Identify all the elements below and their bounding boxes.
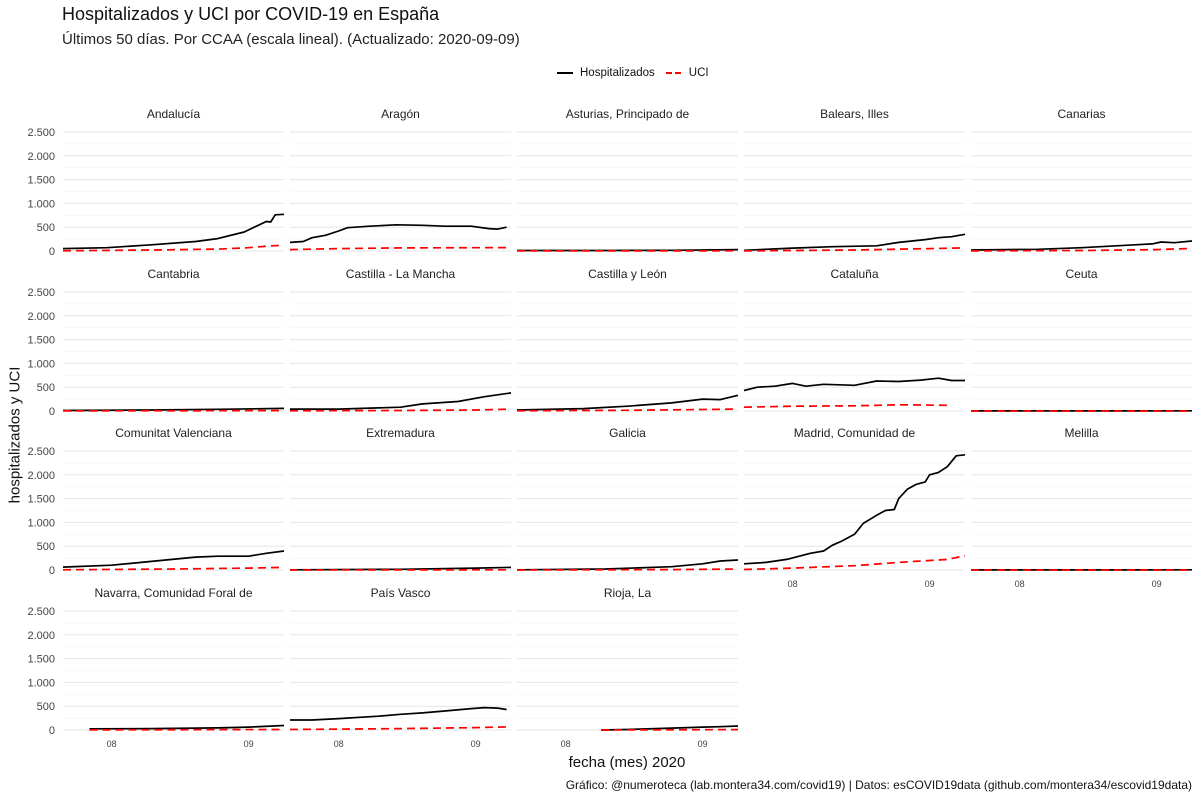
panel-title-aragon: Aragón (381, 107, 420, 121)
x-tick-label-rioja-la-0: 08 (561, 739, 571, 749)
x-tick-label-pais-vasco-0: 08 (334, 739, 344, 749)
panel-title-rioja-la: Rioja, La (604, 586, 652, 600)
line-uci-madrid-comunidad-de (743, 554, 966, 571)
line-uci-balears-illes (743, 247, 966, 252)
chart-title: Hospitalizados y UCI por COVID-19 en Esp… (62, 4, 440, 24)
y-axis-label: hospitalizados y UCI (6, 366, 24, 504)
legend-item-hospitalizados: Hospitalizados (556, 67, 655, 79)
line-hospitalizados-comunitat-valenciana (62, 550, 285, 568)
line-hospitalizados-aragon (289, 223, 507, 244)
y-tick-label-row4-1: 500 (37, 701, 55, 713)
line-hospitalizados-rioja-la (600, 725, 739, 731)
chart-caption: Gráfico: @numeroteca (lab.montera34.com/… (565, 778, 1192, 792)
x-tick-label-navarra-comunidad-foral-de-0: 08 (107, 739, 117, 749)
panel-title-cataluna: Cataluña (830, 267, 878, 281)
line-hospitalizados-madrid-comunidad-de (743, 453, 966, 565)
panel-title-asturias-principado-de: Asturias, Principado de (566, 107, 690, 121)
panel-title-castilla-la-mancha: Castilla - La Mancha (346, 267, 456, 281)
y-tick-label-row2-1: 500 (37, 382, 55, 394)
line-uci-castilla-y-leon (516, 408, 739, 412)
panel-title-ceuta: Ceuta (1065, 267, 1097, 281)
line-uci-aragon (289, 246, 507, 251)
y-tick-label-row4-3: 1.500 (27, 654, 55, 666)
x-tick-label-melilla-1: 09 (1152, 579, 1162, 589)
line-hospitalizados-navarra-comunidad-foral-de (89, 724, 285, 730)
panel-title-castilla-y-leon: Castilla y León (588, 267, 667, 281)
y-tick-label-row4-5: 2.500 (27, 606, 55, 618)
y-tick-label-row3-5: 2.500 (27, 446, 55, 458)
y-tick-label-row2-3: 1.500 (27, 335, 55, 347)
x-tick-label-madrid-comunidad-de-1: 09 (925, 579, 935, 589)
x-tick-label-navarra-comunidad-foral-de-1: 09 (244, 739, 254, 749)
y-tick-label-row3-1: 500 (37, 541, 55, 553)
y-tick-label-row3-2: 1.000 (27, 517, 55, 529)
line-hospitalizados-balears-illes (743, 233, 966, 252)
line-hospitalizados-cataluna (743, 377, 965, 392)
x-tick-label-melilla-0: 08 (1015, 579, 1025, 589)
y-tick-label-row3-4: 2.000 (27, 470, 55, 482)
y-tick-label-row1-1: 500 (37, 222, 55, 234)
panel-title-comunitat-valenciana: Comunitat Valenciana (115, 426, 232, 440)
y-tick-label-row1-5: 2.500 (27, 127, 55, 139)
line-uci-andalucia (62, 244, 285, 252)
x-tick-label-rioja-la-1: 09 (698, 739, 708, 749)
y-tick-label-row1-2: 1.000 (27, 198, 55, 210)
y-tick-label-row1-3: 1.500 (27, 175, 55, 187)
panel-title-navarra-comunidad-foral-de: Navarra, Comunidad Foral de (94, 586, 252, 600)
legend-label-hospitalizados: Hospitalizados (580, 67, 655, 79)
line-uci-canarias (970, 247, 1193, 252)
y-tick-label-row3-0: 0 (49, 565, 55, 577)
line-uci-pais-vasco (289, 726, 507, 731)
y-tick-label-row2-5: 2.500 (27, 287, 55, 299)
panel-title-extremadura: Extremadura (366, 426, 435, 440)
y-tick-label-row2-4: 2.000 (27, 311, 55, 323)
line-hospitalizados-pais-vasco (290, 706, 507, 721)
line-hospitalizados-andalucia (62, 213, 285, 250)
chart-subtitle: Últimos 50 días. Por CCAA (escala lineal… (62, 31, 520, 48)
y-tick-label-row2-2: 1.000 (27, 358, 55, 370)
line-uci-galicia (516, 568, 739, 571)
y-tick-label-row1-0: 0 (49, 246, 55, 258)
line-hospitalizados-galicia (516, 559, 739, 571)
x-tick-label-madrid-comunidad-de-0: 08 (788, 579, 798, 589)
line-hospitalizados-canarias (970, 240, 1193, 251)
line-hospitalizados-castilla-la-mancha (290, 392, 512, 410)
legend-key-hospitalizados (557, 72, 573, 74)
panel-title-cantabria: Cantabria (147, 267, 199, 281)
panel-title-melilla: Melilla (1064, 426, 1098, 440)
panel-title-andalucia: Andalucía (147, 107, 201, 121)
x-axis-label: fecha (mes) 2020 (568, 754, 686, 771)
legend: Hospitalizados UCI (556, 65, 719, 81)
panel-title-balears-illes: Balears, Illes (820, 107, 889, 121)
panel-title-madrid-comunidad-de: Madrid, Comunidad de (794, 426, 916, 440)
y-tick-label-row4-0: 0 (49, 725, 55, 737)
y-tick-label-row4-2: 1.000 (27, 677, 55, 689)
line-uci-comunitat-valenciana (62, 566, 285, 571)
y-tick-label-row2-0: 0 (49, 406, 55, 418)
y-tick-label-row3-3: 1.500 (27, 494, 55, 506)
line-hospitalizados-castilla-y-leon (516, 394, 739, 411)
panel-title-galicia: Galicia (609, 426, 646, 440)
legend-key-uci (665, 72, 682, 74)
y-tick-label-row1-4: 2.000 (27, 151, 55, 163)
legend-label-uci: UCI (688, 67, 709, 79)
line-uci-cataluna (743, 403, 948, 409)
x-tick-label-pais-vasco-1: 09 (471, 739, 481, 749)
line-uci-castilla-la-mancha (289, 408, 512, 412)
panel-title-pais-vasco: País Vasco (371, 586, 431, 600)
y-tick-label-row4-4: 2.000 (27, 630, 55, 642)
legend-item-uci: UCI (665, 67, 709, 79)
panel-title-canarias: Canarias (1057, 107, 1105, 121)
